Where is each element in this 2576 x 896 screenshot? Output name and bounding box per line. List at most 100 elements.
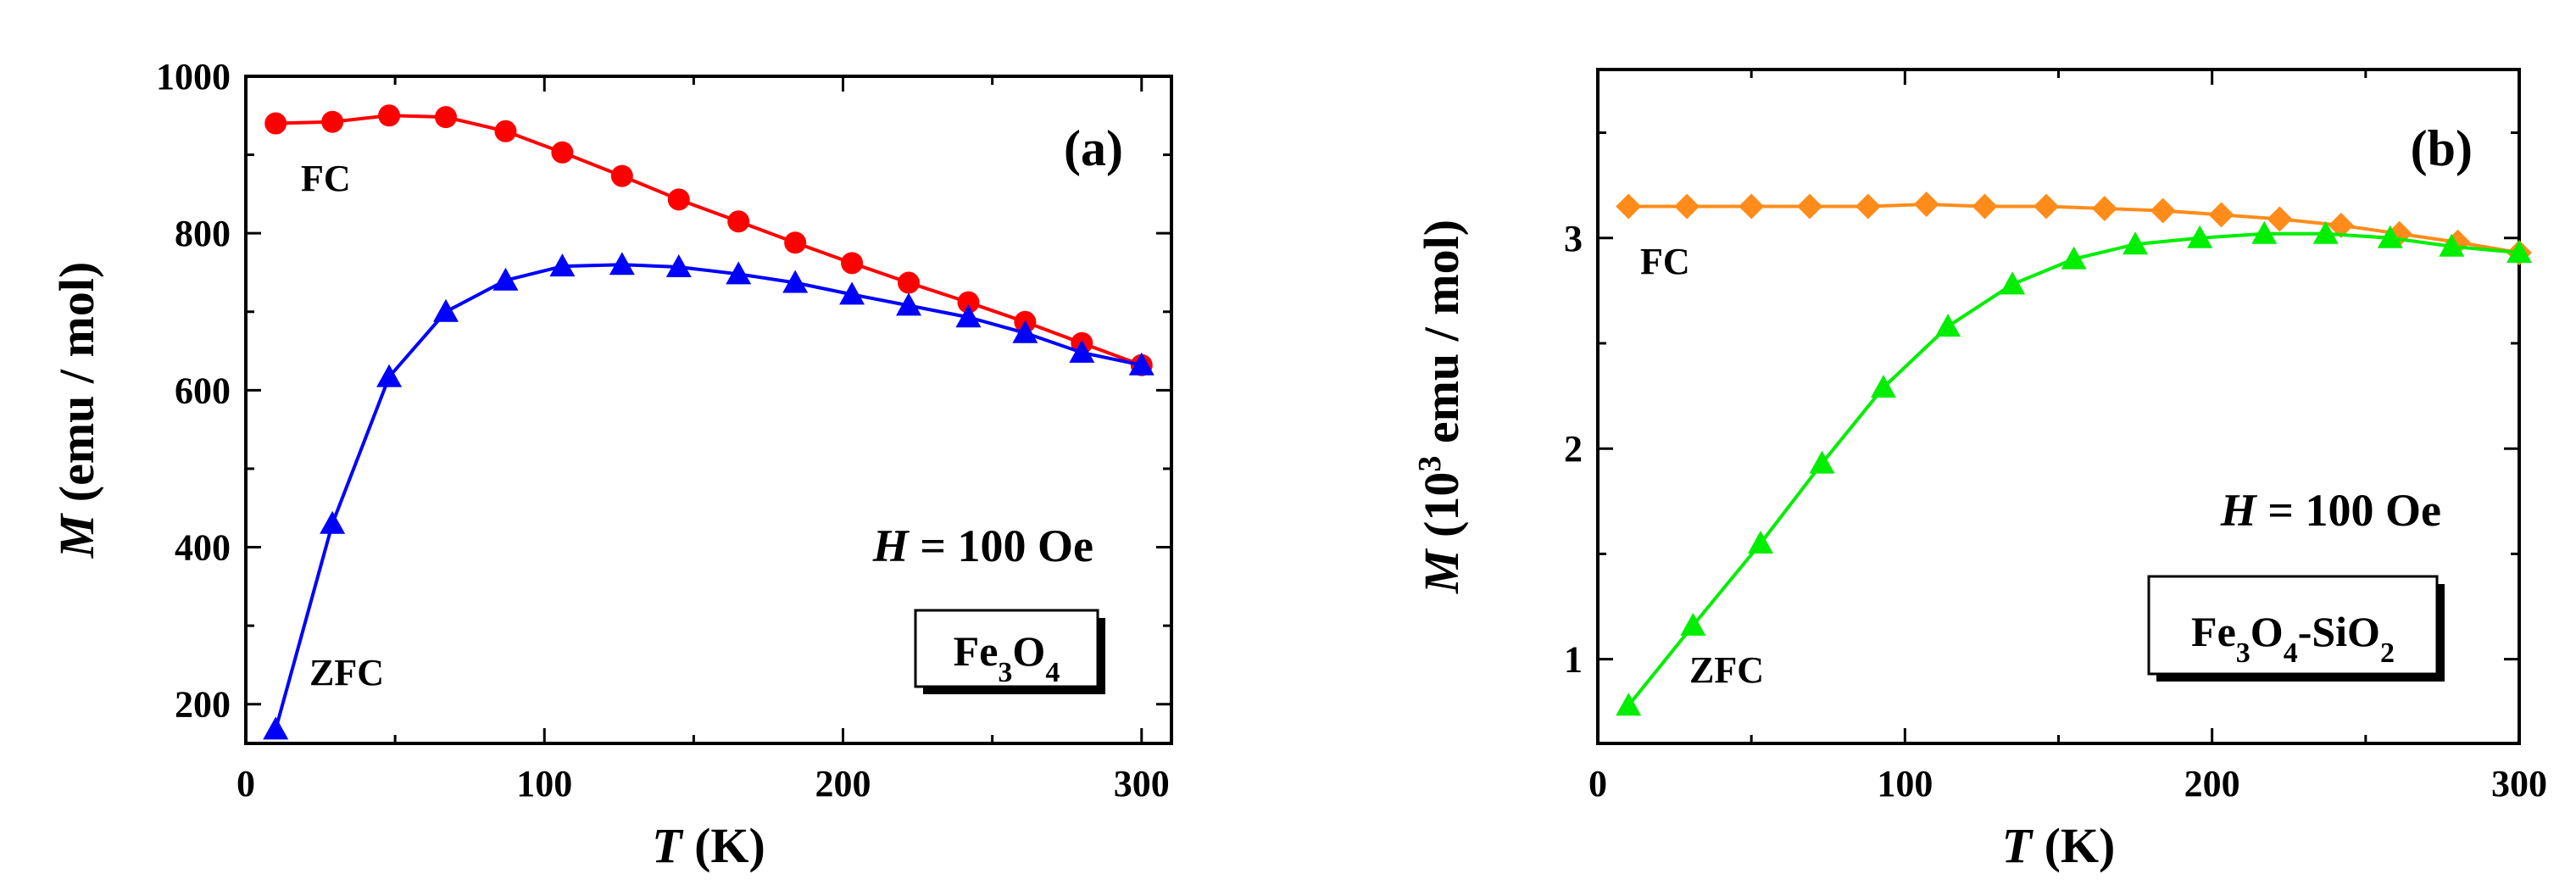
data-point: [378, 104, 401, 127]
y-axis-title: M (103 emu / mol): [1412, 220, 1469, 594]
data-point: [2439, 233, 2465, 257]
data-point: [2251, 220, 2278, 244]
data-point: [1674, 193, 1700, 220]
field-value: = 100 Oe: [909, 520, 1093, 571]
sample-label-text: Fe: [2191, 608, 2236, 655]
sample-label: Fe3O4: [954, 627, 1060, 688]
sample-label-text: O: [2251, 608, 2284, 655]
y-axis-title-symbol: M: [49, 512, 104, 559]
data-point: [2328, 212, 2354, 238]
data-point: [955, 304, 982, 328]
data-point: [1913, 192, 1939, 217]
sample-box: [914, 609, 1099, 688]
data-point: [2187, 225, 2213, 248]
data-point: [2150, 198, 2176, 224]
data-point: [435, 106, 458, 129]
series-line: [1628, 202, 2520, 255]
data-point: [1012, 320, 1038, 343]
data-point: [2034, 193, 2060, 220]
series-fc: [1616, 192, 2532, 266]
data-point: [1972, 193, 1998, 220]
data-point: [1069, 339, 1095, 363]
y-tick-label: 800: [175, 213, 231, 254]
data-point: [726, 261, 752, 285]
y-tick-label: 1: [1564, 639, 1583, 681]
x-axis-title-symbol: T: [2002, 818, 2034, 873]
data-point: [492, 267, 519, 291]
data-point: [1935, 314, 1961, 337]
data-point: [549, 253, 576, 277]
sample-label-text: O: [1012, 627, 1045, 675]
field-annotation: H = 100 Oe: [2220, 485, 2441, 536]
y-axis-title-symbol: M: [1414, 548, 1469, 594]
y-tick-label: 1000: [156, 56, 231, 97]
data-point: [2208, 202, 2234, 228]
series-label-fc: FC: [301, 158, 351, 199]
y-tick-label: 200: [175, 684, 231, 726]
data-point: [839, 281, 865, 305]
data-point: [957, 291, 980, 314]
data-point: [263, 716, 289, 740]
data-point: [2312, 220, 2339, 244]
sample-label-text: Fe: [954, 627, 999, 675]
y-axis-title-unit: (emu / mol): [49, 262, 104, 515]
data-point: [2061, 246, 2087, 270]
data-point: [1616, 693, 1642, 716]
field-annotation: H = 100 Oe: [872, 520, 1093, 571]
data-point: [609, 252, 635, 275]
y-tick-label: 2: [1564, 428, 1583, 470]
data-point: [610, 164, 633, 187]
data-point: [1809, 450, 1835, 474]
data-point: [1855, 193, 1881, 220]
data-point: [494, 120, 517, 142]
data-point: [551, 141, 574, 164]
data-point: [1748, 530, 1774, 554]
y-axis-title-unit: emu / mol): [1414, 220, 1469, 456]
x-tick-label: 200: [2184, 763, 2240, 804]
data-point: [2123, 231, 2149, 255]
data-point: [2377, 225, 2403, 248]
series-label-zfc: ZFC: [309, 652, 384, 693]
sample-label-subscript: 4: [1045, 657, 1060, 688]
sample-label: Fe3O4-SiO2: [2191, 608, 2395, 669]
plot-frame: [244, 75, 1173, 745]
x-tick-label: 100: [1877, 763, 1933, 804]
data-point: [665, 253, 692, 277]
series-line: [274, 263, 1143, 730]
x-axis-title: T (K): [2002, 818, 2116, 873]
data-point: [2267, 206, 2293, 232]
data-point: [667, 188, 690, 211]
data-point: [320, 510, 346, 534]
panel-label: (a): [1064, 120, 1123, 176]
x-axis-title-symbol: T: [652, 818, 684, 873]
x-tick-label: 0: [236, 763, 255, 804]
sample-label-subscript: 4: [2284, 637, 2298, 669]
series-label-zfc: ZFC: [1689, 649, 1764, 691]
data-point: [782, 270, 809, 293]
x-tick-label: 100: [516, 763, 572, 804]
series-fc: [264, 104, 1153, 376]
x-tick-label: 300: [2491, 763, 2547, 804]
data-point: [1870, 375, 1896, 398]
y-tick-label: 3: [1564, 218, 1583, 259]
data-point: [841, 252, 864, 275]
data-point: [727, 210, 750, 233]
field-symbol: H: [872, 520, 910, 571]
series-zfc: [263, 252, 1154, 740]
data-point: [2506, 240, 2532, 264]
x-axis-title-unit: (K): [682, 818, 765, 873]
series-label-fc: FC: [1640, 241, 1690, 282]
x-axis-title: T (K): [652, 818, 765, 873]
data-point: [321, 110, 344, 133]
panel-label: (b): [2411, 120, 2473, 176]
field-symbol: H: [2220, 485, 2258, 536]
y-axis-title-prefix: (10: [1414, 472, 1469, 550]
data-point: [784, 231, 807, 254]
data-point: [376, 364, 403, 387]
x-tick-label: 300: [1114, 763, 1170, 804]
data-point: [2091, 195, 2117, 221]
data-point: [898, 271, 921, 294]
series-zfc: [1616, 220, 2532, 716]
